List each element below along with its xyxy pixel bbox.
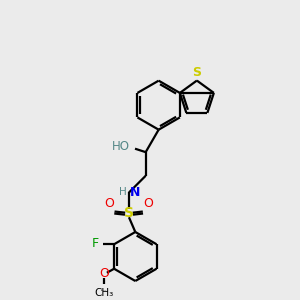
Text: F: F [92,237,99,250]
Text: S: S [124,206,134,220]
Text: O: O [104,197,114,210]
Text: O: O [143,197,153,210]
Text: O: O [99,267,109,280]
Text: CH₃: CH₃ [94,288,114,298]
Text: methoxy: methoxy [101,290,107,291]
Text: N: N [130,186,140,199]
Text: H: H [119,188,127,197]
Text: HO: HO [112,140,130,154]
Text: S: S [192,66,201,80]
